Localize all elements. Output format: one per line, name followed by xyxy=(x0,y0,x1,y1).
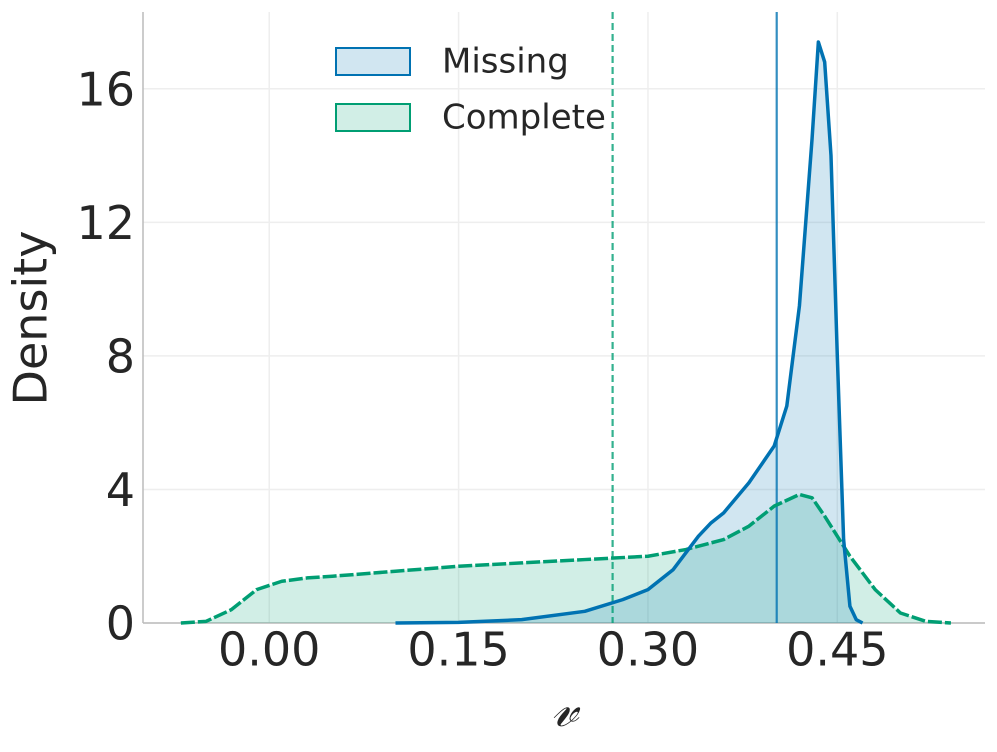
legend-label: Missing xyxy=(442,42,569,82)
density-line xyxy=(180,492,952,625)
x-tick-label: 0.30 xyxy=(597,623,699,677)
y-tick-label: 4 xyxy=(106,463,135,517)
legend-swatch xyxy=(335,103,411,132)
y-tick-label: 16 xyxy=(76,62,135,116)
x-tick-label: 0.15 xyxy=(407,623,509,677)
x-axis-label: 𝓋 xyxy=(552,676,581,739)
x-tick-label: 0.00 xyxy=(218,623,320,677)
y-tick-label: 12 xyxy=(76,196,135,250)
density-line xyxy=(395,40,864,625)
y-tick-label: 8 xyxy=(106,329,135,383)
y-axis-label: Density xyxy=(4,231,58,406)
y-tick-label: 0 xyxy=(106,597,135,651)
legend-label: Complete xyxy=(442,98,606,138)
density-fill xyxy=(180,494,951,623)
x-tick-label: 0.45 xyxy=(786,623,888,677)
legend-swatch xyxy=(335,47,411,76)
